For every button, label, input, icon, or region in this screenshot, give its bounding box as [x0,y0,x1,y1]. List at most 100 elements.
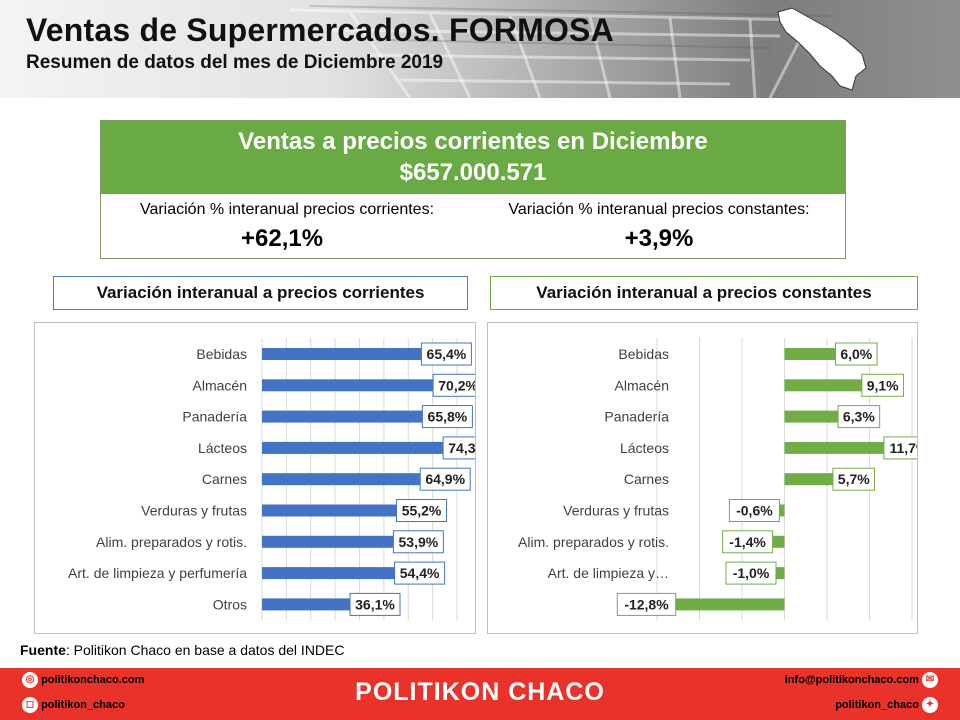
shopping-cart-background-icon [289,5,831,98]
category-label: Alim. preparados y rotis. [518,534,669,550]
bar [262,598,350,611]
mail-icon: ✉ [922,672,938,689]
data-label: 74,3% [448,440,475,456]
chart-current-prices: Bebidas 65,4% Almacén 70,2% Panadería 65,8% Lá… [34,322,476,634]
category-label: Otros [213,596,247,612]
chart-title-constant: Variación interanual a precios constante… [490,276,918,310]
data-label-box [396,499,448,522]
summary-banner: Ventas a precios corrientes en Diciembre… [101,121,845,194]
category-label: Art. de limpieza y… [548,565,669,581]
footer-website-text: politikonchaco.com [41,674,145,687]
category-label: Verduras y frutas [141,503,247,519]
data-label-box [442,436,475,460]
category-label: Verduras y frutas [563,503,669,519]
data-label-box [349,592,401,616]
category-label: Bebidas [196,346,247,362]
data-label: 65,4% [427,346,467,362]
category-label: Carnes [624,471,669,487]
data-label-box [837,405,881,429]
bar [262,379,434,392]
footer-email-text: info@politikonchaco.com [784,674,919,687]
data-label-box [835,342,878,366]
constant-prices-value: +3,9% [624,225,694,252]
summary-heading: Ventas a precios corrientes en Diciembre [238,128,708,155]
category-label: Panadería [604,409,669,425]
footer-website-link[interactable]: ◎ politikonchaco.com [22,672,145,689]
bar [262,441,444,454]
bar [784,441,884,454]
bar [262,473,421,486]
source-note: Fuente: Politikon Chaco en base a datos … [20,642,345,658]
category-label: Art. de limpieza y perfumería [68,565,247,581]
data-label: 54,4% [400,565,440,581]
category-label: Panadería [182,409,247,425]
data-label: 11,7% [889,440,917,456]
data-label: -1,4% [729,534,766,550]
data-label: -1,0% [733,565,770,581]
bar [784,348,836,360]
bar [784,410,839,423]
data-label-box [722,530,774,554]
footer-twitter-link[interactable]: politikon_chaco ✦ [835,697,938,714]
footer-instagram-text: politikon_chaco [41,699,125,712]
data-label: 9,1% [867,377,899,393]
data-label-box [725,561,777,585]
formosa-map-icon [777,7,867,91]
footer-twitter-text: politikon_chaco [835,699,919,712]
data-label: 55,2% [402,503,442,519]
data-label: 6,0% [840,346,872,362]
bar [262,535,394,548]
chart-constant-prices: Bebidas 6,0% Almacén 9,1% Panadería 6,3% Lácte… [487,322,918,634]
data-label-box [419,467,471,491]
instagram-icon: ◻ [22,697,38,714]
footer-bar: POLITIKON CHACO [0,668,960,720]
data-label-box [861,373,904,397]
category-label: Bebidas [618,346,669,362]
source-text: : Politikon Chaco en base a datos del IN… [65,642,345,658]
footer-email-link[interactable]: info@politikonchaco.com ✉ [784,672,938,689]
constant-prices-variation: Variación % interanual precios constante… [473,201,845,253]
chart-current-svg: Bebidas 65,4% Almacén 70,2% Panadería 65,8% Lá… [68,338,475,621]
dribbble-icon: ◎ [22,672,38,689]
bar [262,567,395,580]
data-label-box [883,436,917,460]
bar [776,567,785,580]
data-label: -12,8% [624,596,669,612]
summary-box: Ventas a precios corrientes en Diciembre… [100,120,846,259]
summary-total-sales: $657.000.571 [399,159,547,186]
data-label: 36,1% [355,596,395,612]
bar [784,473,833,486]
data-label-box [420,342,472,366]
category-label: Carnes [202,471,247,487]
data-label-box [394,561,446,585]
bar [262,504,397,517]
chart-constant-svg: Bebidas 6,0% Almacén 9,1% Panadería 6,3% Lácte… [518,338,917,621]
footer-brand: POLITIKON CHACO [355,678,605,706]
bar [779,504,785,517]
category-label: Lácteos [198,440,247,456]
data-label: 5,7% [838,471,870,487]
data-label: 70,2% [438,377,475,393]
data-label-box [616,592,677,616]
current-prices-value: +62,1% [241,225,324,252]
data-label: 6,3% [843,409,875,425]
page-title: Ventas de Supermercados. FORMOSA [26,12,614,48]
data-label: 64,9% [425,471,465,487]
data-label-box [832,467,876,491]
bar [262,410,423,423]
current-prices-label: Variación % interanual precios corriente… [139,201,435,218]
data-label-box [728,499,780,522]
chart-title-current: Variación interanual a precios corriente… [53,276,468,310]
page-subtitle: Resumen de datos del mes de Diciembre 20… [26,52,444,73]
bar [675,598,785,611]
current-prices-variation: Variación % interanual precios corriente… [101,201,473,253]
footer-instagram-link[interactable]: ◻ politikon_chaco [22,697,125,714]
bar [784,379,862,392]
constant-prices-label: Variación % interanual precios constante… [508,201,810,218]
category-label: Almacén [615,377,669,393]
data-label-box [421,405,473,429]
header-banner: Ventas de Supermercados. FORMOSA Resumen… [0,0,960,98]
category-label: Alim. preparados y rotis. [96,534,247,550]
data-label: 53,9% [399,534,439,550]
bar [772,535,785,548]
